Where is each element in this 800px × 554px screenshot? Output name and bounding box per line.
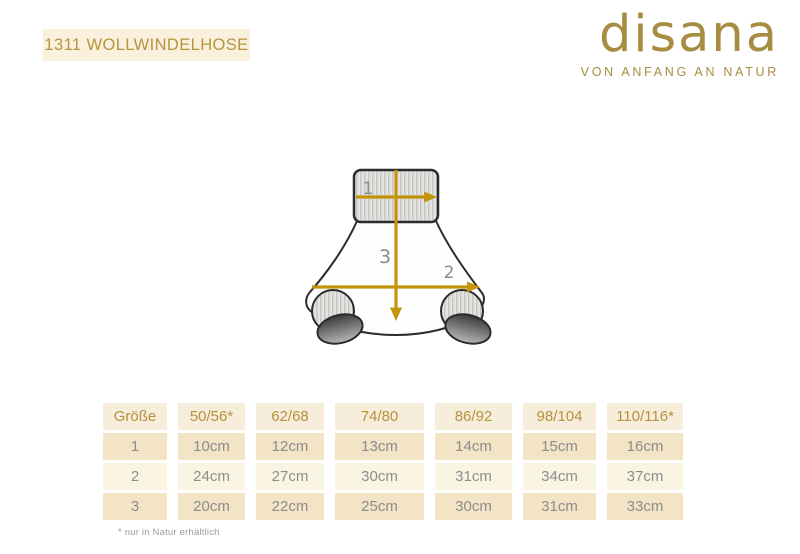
measure-label-2: 2 bbox=[444, 263, 455, 283]
size-table-cell: 31cm bbox=[523, 493, 596, 520]
size-table-cell: 33cm bbox=[607, 493, 683, 520]
product-title-box: 1311 WOLLWINDELHOSE bbox=[43, 29, 250, 61]
size-table-cell: 13cm bbox=[335, 433, 424, 460]
size-table-cell: 31cm bbox=[435, 463, 512, 490]
size-table-header-110-116: 110/116* bbox=[607, 403, 683, 430]
measure-label-3: 3 bbox=[379, 246, 391, 268]
size-table-cell: 14cm bbox=[435, 433, 512, 460]
size-table-cell: 15cm bbox=[523, 433, 596, 460]
size-table-cell: 20cm bbox=[178, 493, 245, 520]
size-table-cell: 34cm bbox=[523, 463, 596, 490]
brand-logo-wordmark: disana bbox=[599, 5, 779, 64]
size-table-cell: 22cm bbox=[256, 493, 324, 520]
pants-measurement-diagram: 1 3 2 bbox=[305, 168, 492, 345]
size-table-cell: 27cm bbox=[256, 463, 324, 490]
measure-arrow-3 bbox=[390, 170, 402, 321]
measure-arrow-1 bbox=[356, 191, 437, 203]
left-leg-opening bbox=[316, 313, 364, 345]
product-title: 1311 WOLLWINDELHOSE bbox=[44, 35, 249, 54]
size-table-row1-label: 1 bbox=[103, 433, 167, 460]
size-table-row2-label: 2 bbox=[103, 463, 167, 490]
table-footnote: * nur in Natur erhältlich bbox=[118, 527, 220, 538]
size-table-header-groesse: Größe bbox=[103, 403, 167, 430]
size-table-cell: 10cm bbox=[178, 433, 245, 460]
size-table-cell: 30cm bbox=[435, 493, 512, 520]
right-leg-opening bbox=[444, 313, 492, 345]
size-table-header-62-68: 62/68 bbox=[256, 403, 324, 430]
size-table-row3-label: 3 bbox=[103, 493, 167, 520]
size-table-header-86-92: 86/92 bbox=[435, 403, 512, 430]
size-table-cell: 16cm bbox=[607, 433, 683, 460]
size-table-cell: 24cm bbox=[178, 463, 245, 490]
size-table-cell: 12cm bbox=[256, 433, 324, 460]
size-table-header-50-56: 50/56* bbox=[178, 403, 245, 430]
size-table-cell: 30cm bbox=[335, 463, 424, 490]
measure-arrow-2 bbox=[312, 281, 480, 293]
brand-logo-tagline: VON ANFANG AN NATUR bbox=[580, 65, 779, 79]
size-table-cell: 37cm bbox=[607, 463, 683, 490]
size-table: Größe 50/56* 62/68 74/80 86/92 98/104 11… bbox=[103, 403, 683, 520]
size-table-header-74-80: 74/80 bbox=[335, 403, 424, 430]
brand-logo: disana VON ANFANG AN NATUR bbox=[580, 5, 779, 80]
measure-label-1: 1 bbox=[363, 179, 374, 199]
size-table-cell: 25cm bbox=[335, 493, 424, 520]
size-table-header-98-104: 98/104 bbox=[523, 403, 596, 430]
